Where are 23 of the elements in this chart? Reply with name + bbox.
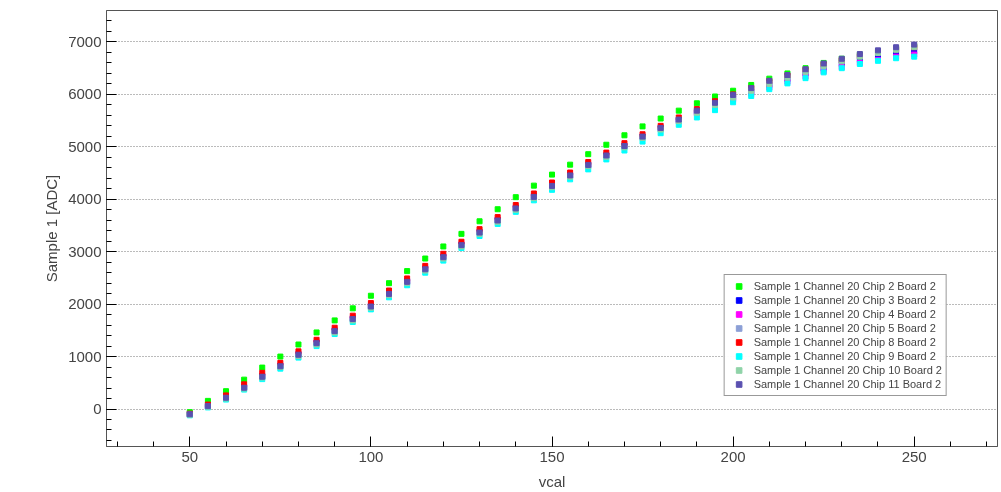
- x-axis-title: vcal: [538, 472, 566, 490]
- legend-label: Sample 1 Channel 20 Chip 5 Board 2: [753, 321, 936, 335]
- x-tick-label: 250: [901, 447, 927, 465]
- y-tick-label: 4000: [68, 190, 102, 208]
- legend-label: Sample 1 Channel 20 Chip 10 Board 2: [753, 363, 942, 377]
- legend-label: Sample 1 Channel 20 Chip 2 Board 2: [753, 279, 936, 293]
- y-axis-title: Sample 1 [ADC]: [43, 174, 61, 283]
- y-tick-label: 6000: [68, 85, 102, 103]
- x-tick-label: 200: [720, 447, 746, 465]
- legend-label: Sample 1 Channel 20 Chip 11 Board 2: [753, 377, 942, 391]
- y-tick-label: 1000: [68, 347, 102, 365]
- y-tick-label: 7000: [68, 32, 102, 50]
- y-tick-label: 5000: [68, 137, 102, 155]
- y-tick-label: 2000: [68, 295, 102, 313]
- y-tick-label: 0: [93, 400, 102, 418]
- legend-label: Sample 1 Channel 20 Chip 8 Board 2: [753, 335, 936, 349]
- x-tick-label: 100: [358, 447, 384, 465]
- x-tick-label: 50: [181, 447, 199, 465]
- legend-label: Sample 1 Channel 20 Chip 4 Board 2: [753, 307, 936, 321]
- x-tick-label: 150: [539, 447, 565, 465]
- legend-label: Sample 1 Channel 20 Chip 9 Board 2: [753, 349, 936, 363]
- legend-label: Sample 1 Channel 20 Chip 3 Board 2: [753, 293, 936, 307]
- y-tick-label: 3000: [68, 242, 102, 260]
